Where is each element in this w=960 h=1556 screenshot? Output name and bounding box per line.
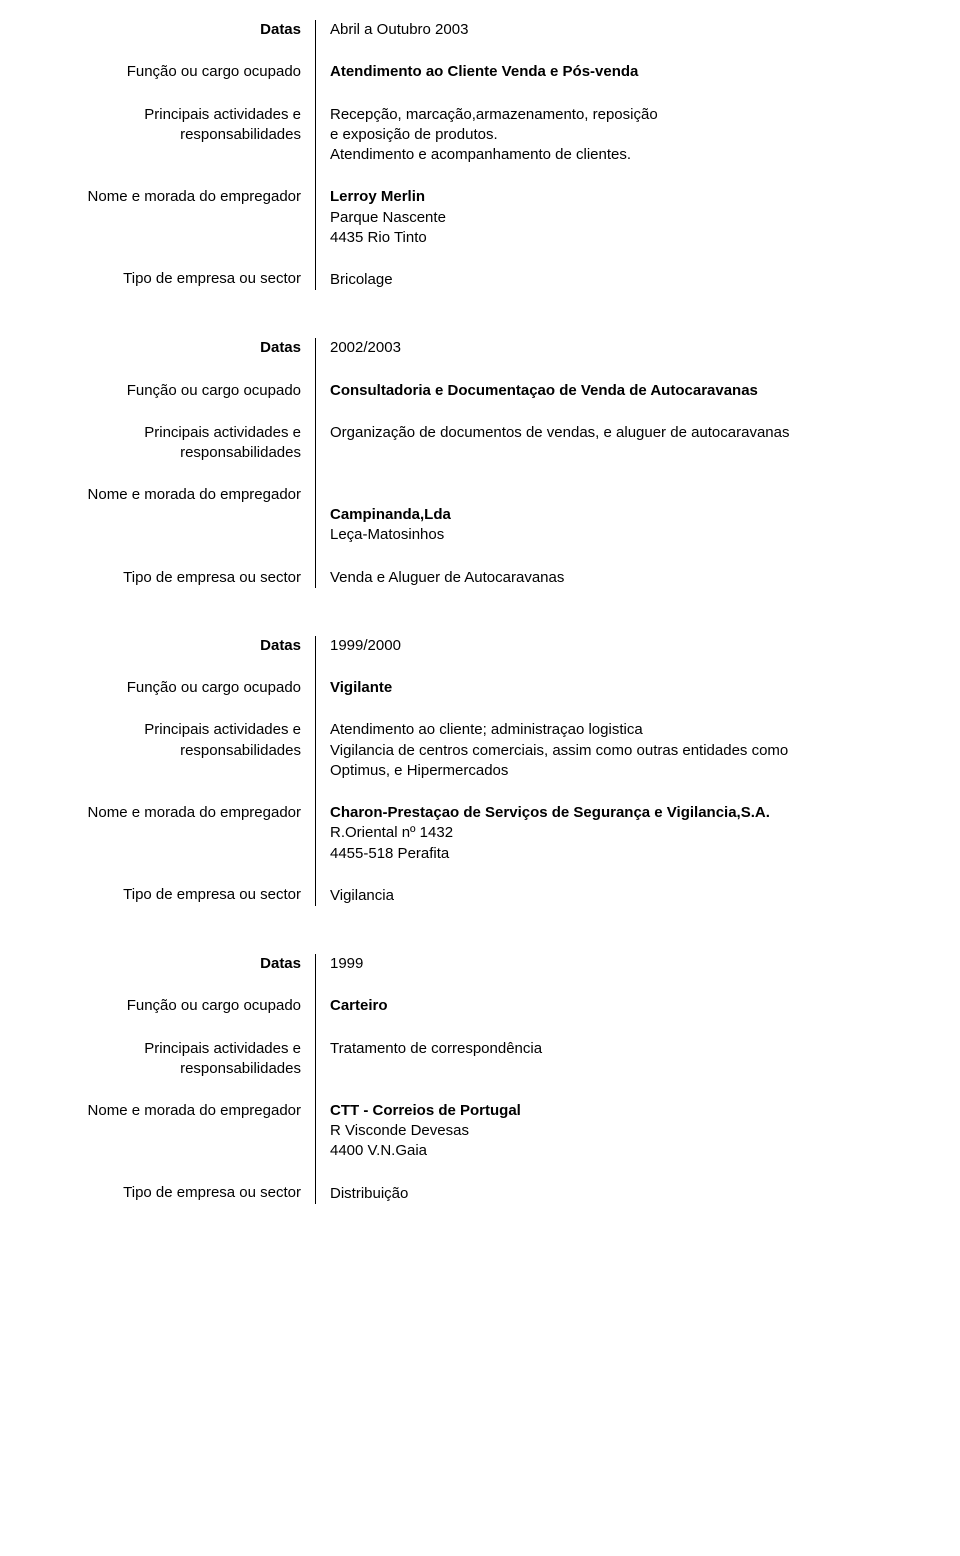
label-funcao: Função ou cargo ocupado: [60, 381, 301, 401]
label-nome-morada: Nome e morada do empregador: [60, 803, 301, 823]
value-datas: 1999/2000: [330, 636, 900, 656]
value-datas: 2002/2003: [330, 338, 900, 358]
value-principais-l3: Atendimento e acompanhamento de clientes…: [330, 145, 900, 165]
values-column: 2002/2003 Consultadoria e Documentaçao d…: [316, 338, 900, 588]
label-principais-l1: Principais actividades e: [60, 1039, 301, 1059]
value-principais-l1: Atendimento ao cliente; administraçao lo…: [330, 720, 900, 740]
labels-column: Datas Função ou cargo ocupado Principais…: [60, 20, 315, 290]
value-empregador-nome: CTT - Correios de Portugal: [330, 1101, 900, 1121]
values-column: 1999/2000 Vigilante Atendimento ao clien…: [316, 636, 900, 906]
value-sector: Bricolage: [330, 270, 900, 290]
value-empregador-l2: Leça-Matosinhos: [330, 525, 900, 545]
value-funcao: Carteiro: [330, 996, 900, 1016]
label-principais-l1: Principais actividades e: [60, 105, 301, 125]
value-datas: 1999: [330, 954, 900, 974]
labels-column: Datas Função ou cargo ocupado Principais…: [60, 954, 315, 1204]
value-empregador-l2: R.Oriental nº 1432: [330, 823, 900, 843]
value-principais-l2: Vigilancia de centros comerciais, assim …: [330, 741, 900, 761]
value-funcao: Consultadoria e Documentaçao de Venda de…: [330, 381, 900, 401]
value-principais-l1: Recepção, marcação,armazenamento, reposi…: [330, 105, 900, 125]
value-principais-l2: e exposição de produtos.: [330, 125, 900, 145]
cv-entry: Datas Função ou cargo ocupado Principais…: [60, 20, 900, 290]
value-sector: Vigilancia: [330, 886, 900, 906]
values-column: 1999 Carteiro Tratamento de correspondên…: [316, 954, 900, 1204]
value-empregador-l3: 4400 V.N.Gaia: [330, 1141, 900, 1161]
values-column: Abril a Outubro 2003 Atendimento ao Clie…: [316, 20, 900, 290]
cv-entry: Datas Função ou cargo ocupado Principais…: [60, 954, 900, 1204]
label-funcao: Função ou cargo ocupado: [60, 62, 301, 82]
value-empregador-l3: 4435 Rio Tinto: [330, 228, 900, 248]
label-principais-l1: Principais actividades e: [60, 423, 301, 443]
value-funcao: Atendimento ao Cliente Venda e Pós-venda: [330, 62, 900, 82]
value-empregador-nome: Lerroy Merlin: [330, 187, 900, 207]
label-principais-l2: responsabilidades: [60, 443, 301, 463]
label-funcao: Função ou cargo ocupado: [60, 996, 301, 1016]
value-empregador-l3: 4455-518 Perafita: [330, 844, 900, 864]
label-tipo-empresa: Tipo de empresa ou sector: [60, 1183, 301, 1203]
value-principais-l1: Tratamento de correspondência: [330, 1039, 900, 1059]
label-principais-l2: responsabilidades: [60, 1059, 301, 1079]
labels-column: Datas Função ou cargo ocupado Principais…: [60, 338, 315, 588]
value-funcao: Vigilante: [330, 678, 900, 698]
label-funcao: Função ou cargo ocupado: [60, 678, 301, 698]
value-empregador-l2: Parque Nascente: [330, 208, 900, 228]
cv-entry: Datas Função ou cargo ocupado Principais…: [60, 636, 900, 906]
value-principais-l3: Optimus, e Hipermercados: [330, 761, 900, 781]
label-nome-morada: Nome e morada do empregador: [60, 187, 301, 207]
label-nome-morada: Nome e morada do empregador: [60, 1101, 301, 1121]
label-tipo-empresa: Tipo de empresa ou sector: [60, 885, 301, 905]
value-empregador-nome: Charon-Prestaçao de Serviços de Seguranç…: [330, 803, 900, 823]
label-datas: Datas: [60, 954, 301, 974]
label-principais-l2: responsabilidades: [60, 741, 301, 761]
label-datas: Datas: [60, 20, 301, 40]
label-datas: Datas: [60, 338, 301, 358]
label-tipo-empresa: Tipo de empresa ou sector: [60, 269, 301, 289]
value-sector: Venda e Aluguer de Autocaravanas: [330, 568, 900, 588]
value-empregador-nome: Campinanda,Lda: [330, 505, 900, 525]
labels-column: Datas Função ou cargo ocupado Principais…: [60, 636, 315, 906]
value-datas: Abril a Outubro 2003: [330, 20, 900, 40]
value-sector: Distribuição: [330, 1184, 900, 1204]
cv-entry: Datas Função ou cargo ocupado Principais…: [60, 338, 900, 588]
label-tipo-empresa: Tipo de empresa ou sector: [60, 568, 301, 588]
label-principais-l1: Principais actividades e: [60, 720, 301, 740]
label-nome-morada: Nome e morada do empregador: [60, 485, 301, 505]
label-datas: Datas: [60, 636, 301, 656]
label-principais-l2: responsabilidades: [60, 125, 301, 145]
value-principais-l1: Organização de documentos de vendas, e a…: [330, 423, 900, 443]
value-empregador-l2: R Visconde Devesas: [330, 1121, 900, 1141]
